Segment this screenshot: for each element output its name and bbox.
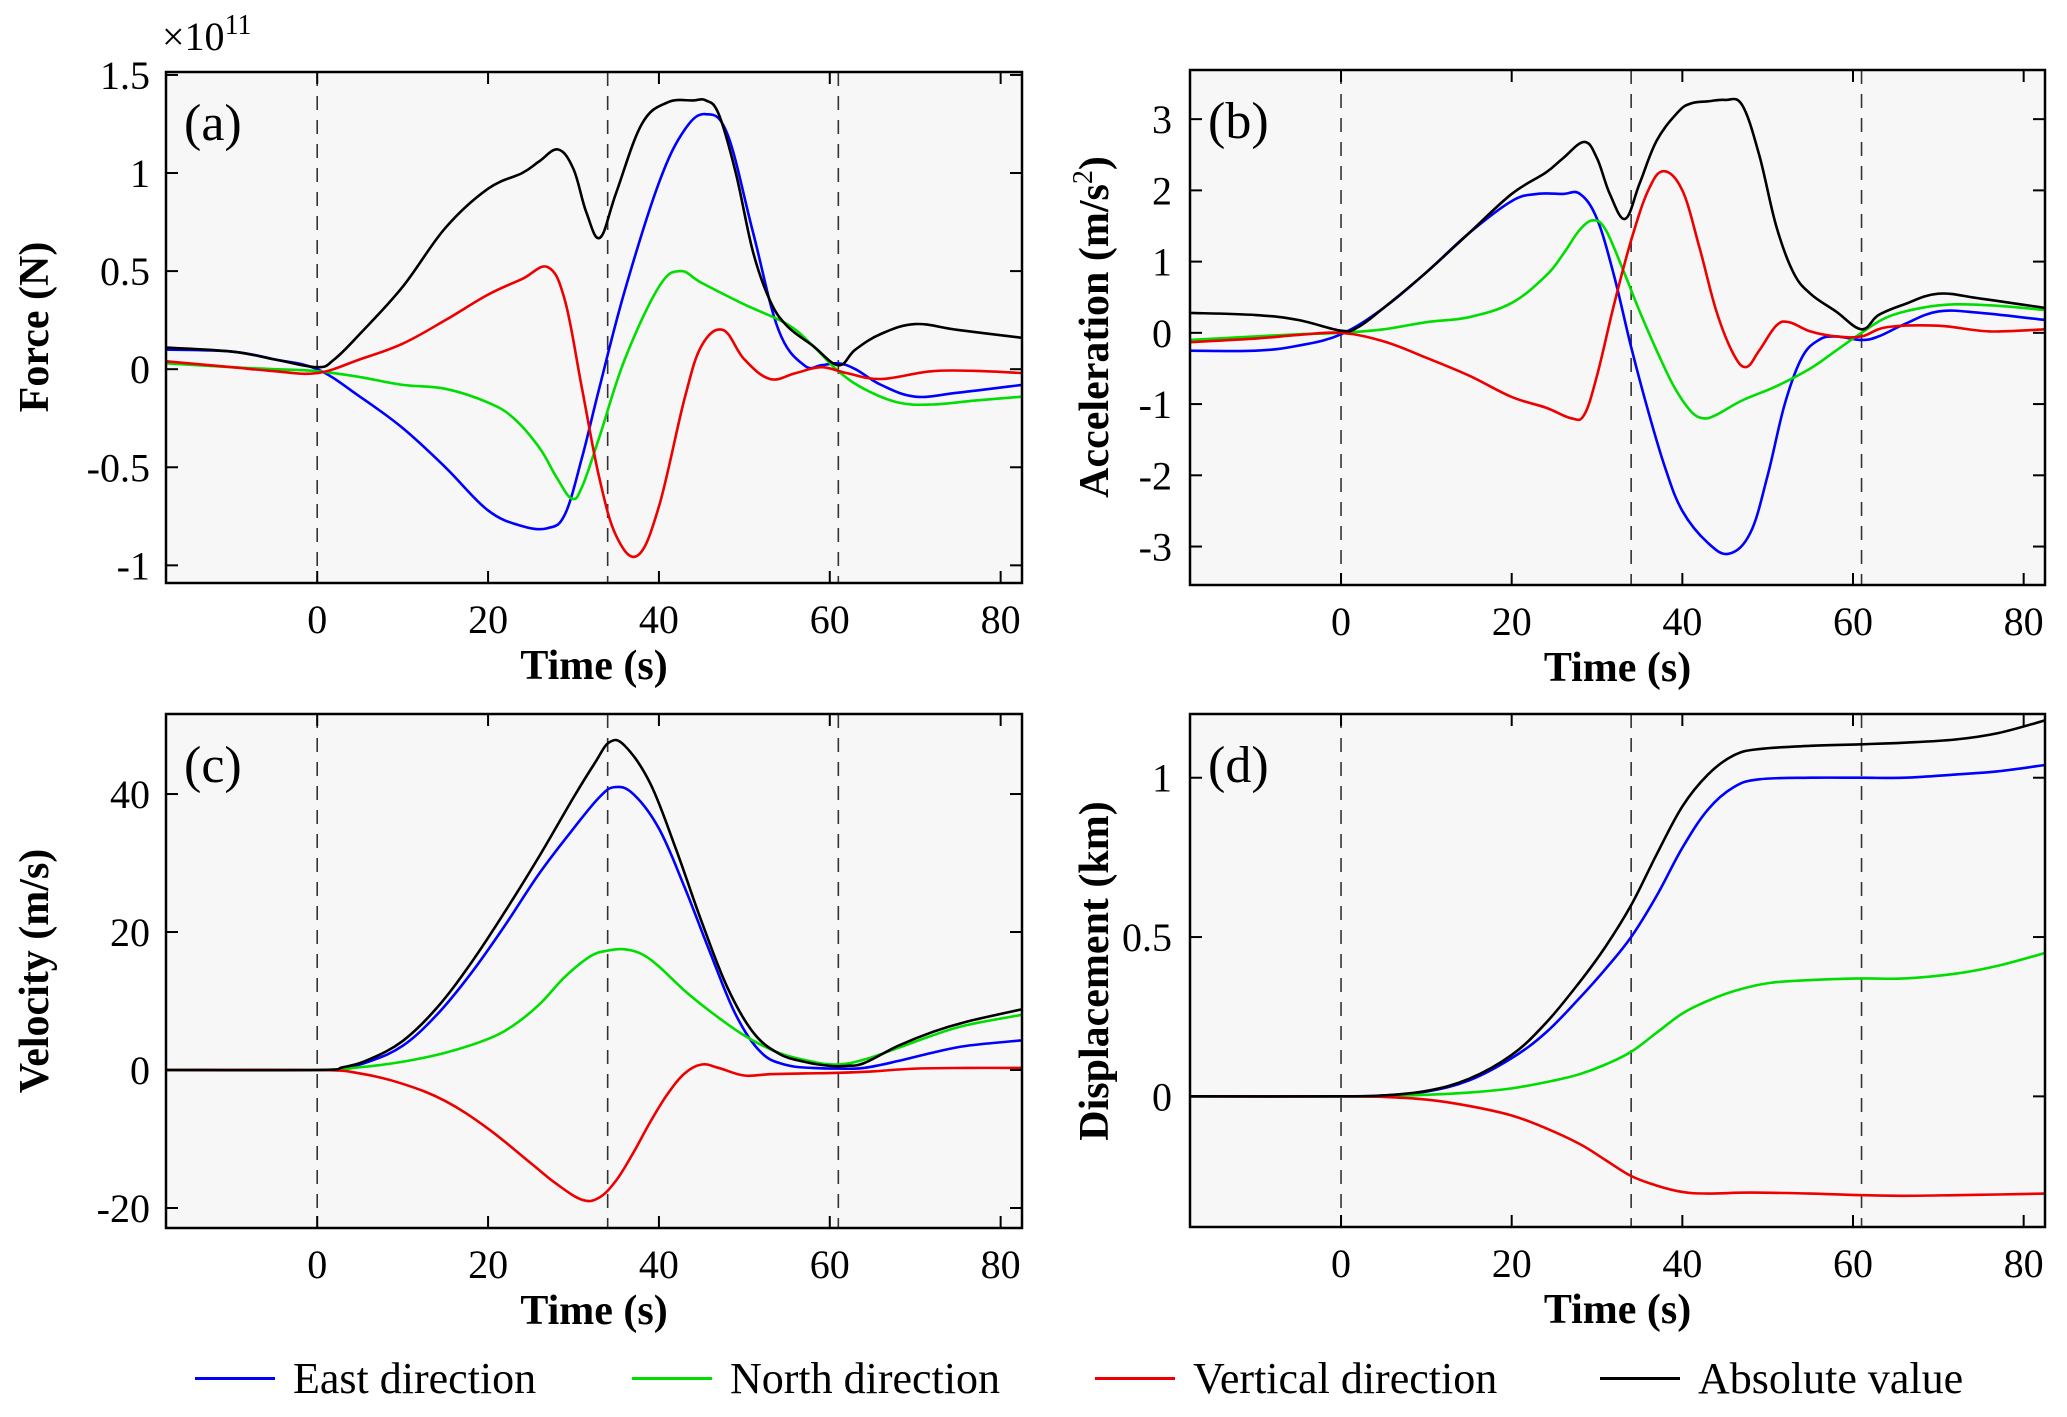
acceleration-ytick-label: 2 — [1152, 168, 1172, 213]
legend-item-north: North direction — [632, 1348, 1000, 1408]
acceleration-ytick-label: -1 — [1139, 382, 1172, 427]
velocity-xtick-label: 40 — [639, 1242, 679, 1287]
acceleration-line-vertical — [1190, 169, 2045, 422]
acceleration-xtick-label: 0 — [1331, 599, 1351, 644]
force-ytick-label: 0 — [130, 347, 150, 392]
displacement-ytick-label: 1 — [1152, 756, 1172, 801]
force-ytick-label: 0.5 — [100, 249, 150, 294]
velocity-series-group — [166, 738, 1022, 1203]
force-ylabel: Force (N) — [12, 242, 58, 413]
legend-item-absolute: Absolute value — [1600, 1348, 1963, 1408]
acceleration-xtick-label: 80 — [2004, 599, 2044, 644]
displacement-axes-frame — [1188, 712, 2047, 1229]
legend-swatch-east — [195, 1376, 275, 1380]
force-ytick-label: 1.5 — [100, 53, 150, 98]
force-line-north — [166, 269, 1022, 501]
velocity-line-north — [166, 947, 1022, 1072]
displacement-line-absolute — [1190, 719, 2045, 1098]
displacement-line-north — [1190, 951, 2045, 1098]
displacement-series-group — [1190, 719, 2045, 1198]
force-xtick-label: 20 — [468, 597, 508, 642]
acceleration-ytick-label: -2 — [1139, 453, 1172, 498]
acceleration-axes-frame — [1188, 68, 2047, 587]
legend-swatch-vertical — [1095, 1376, 1175, 1380]
acceleration-panel-label: (b) — [1208, 93, 1269, 150]
velocity-ytick-label: 20 — [110, 910, 150, 955]
acceleration-xtick-label: 40 — [1662, 599, 1702, 644]
acceleration-plot-area — [1190, 70, 2045, 585]
acceleration-xlabel: Time (s) — [1544, 645, 1691, 691]
displacement-xtick-label: 0 — [1331, 1241, 1351, 1286]
displacement-ytick-label: 0 — [1152, 1074, 1172, 1119]
force-series-group — [166, 97, 1022, 559]
velocity-line-vertical — [166, 1062, 1022, 1203]
displacement-xtick-label: 80 — [2004, 1241, 2044, 1286]
panel-displacement: 0 20 40 60 80 0 0.5 1 Time (s) Displacement (km) (… — [1072, 712, 2047, 1333]
force-ytick-label: -1 — [117, 543, 150, 588]
velocity-line-absolute — [166, 738, 1022, 1072]
acceleration-line-north — [1190, 219, 2045, 420]
acceleration-line-absolute — [1190, 97, 2045, 333]
displacement-xtick-label: 20 — [1492, 1241, 1532, 1286]
acceleration-ytick-label: 0 — [1152, 311, 1172, 356]
velocity-ytick-label: -20 — [97, 1186, 150, 1231]
legend-label-north: North direction — [730, 1353, 1001, 1403]
legend-label-east: East direction — [293, 1353, 537, 1403]
displacement-plot-area — [1190, 714, 2045, 1227]
velocity-line-east — [166, 785, 1022, 1072]
velocity-xtick-label: 0 — [307, 1242, 327, 1287]
displacement-ylabel: Displacement (km) — [1072, 801, 1118, 1140]
acceleration-xtick-label: 60 — [1833, 599, 1873, 644]
force-ytick-label: -0.5 — [87, 445, 150, 490]
displacement-ytick-label: 0.5 — [1122, 915, 1172, 960]
legend-label-absolute: Absolute value — [1698, 1353, 1964, 1403]
displacement-line-vertical — [1190, 1095, 2045, 1198]
force-line-vertical — [166, 265, 1022, 559]
force-xtick-label: 80 — [981, 597, 1021, 642]
velocity-ylabel: Velocity (m/s) — [12, 849, 58, 1094]
legend-swatch-absolute — [1600, 1376, 1680, 1380]
displacement-panel-label: (d) — [1208, 737, 1269, 794]
acceleration-ytick-label: 1 — [1152, 240, 1172, 285]
legend-item-east: East direction — [195, 1348, 536, 1408]
velocity-panel-label: (c) — [184, 737, 242, 794]
legend-label-vertical: Vertical direction — [1193, 1353, 1498, 1403]
force-panel-label: (a) — [184, 95, 242, 152]
acceleration-ytick-label: 3 — [1152, 97, 1172, 142]
force-axes-frame — [164, 70, 1024, 585]
force-xtick-label: 40 — [639, 597, 679, 642]
legend: East direction North direction Vertical … — [0, 1348, 2067, 1408]
displacement-xlabel: Time (s) — [1544, 1287, 1691, 1333]
panel-force: 0 20 40 60 80 -1 -0.5 0 0.5 1 1.5 Time (s) Force (N)… — [12, 10, 1024, 689]
velocity-xtick-label: 20 — [468, 1242, 508, 1287]
velocity-xtick-label: 80 — [981, 1242, 1021, 1287]
panel-acceleration: 0 20 40 60 80 -3 -2 -1 0 1 2 3 Time (s) Acceleration … — [1068, 68, 2047, 691]
acceleration-ylabel: Acceleration (m/s2) — [1068, 156, 1118, 498]
velocity-xtick-label: 60 — [810, 1242, 850, 1287]
force-ytick-label: 1 — [130, 151, 150, 196]
velocity-ytick-label: 0 — [130, 1048, 150, 1093]
acceleration-ytick-label: -3 — [1139, 525, 1172, 570]
acceleration-xtick-label: 20 — [1492, 599, 1532, 644]
force-line-absolute — [166, 97, 1022, 369]
force-xlabel: Time (s) — [520, 643, 667, 689]
velocity-axes-frame — [164, 712, 1024, 1230]
force-xtick-label: 0 — [307, 597, 327, 642]
force-xtick-label: 60 — [810, 597, 850, 642]
displacement-xtick-label: 60 — [1833, 1241, 1873, 1286]
displacement-xtick-label: 40 — [1662, 1241, 1702, 1286]
velocity-xlabel: Time (s) — [520, 1288, 667, 1334]
force-y-exponent: ×1011 — [162, 10, 252, 59]
velocity-ytick-label: 40 — [110, 772, 150, 817]
velocity-plot-area — [166, 714, 1022, 1228]
legend-item-vertical: Vertical direction — [1095, 1348, 1497, 1408]
acceleration-series-group — [1190, 97, 2045, 556]
legend-swatch-north — [632, 1376, 712, 1380]
force-plot-area — [166, 72, 1022, 583]
